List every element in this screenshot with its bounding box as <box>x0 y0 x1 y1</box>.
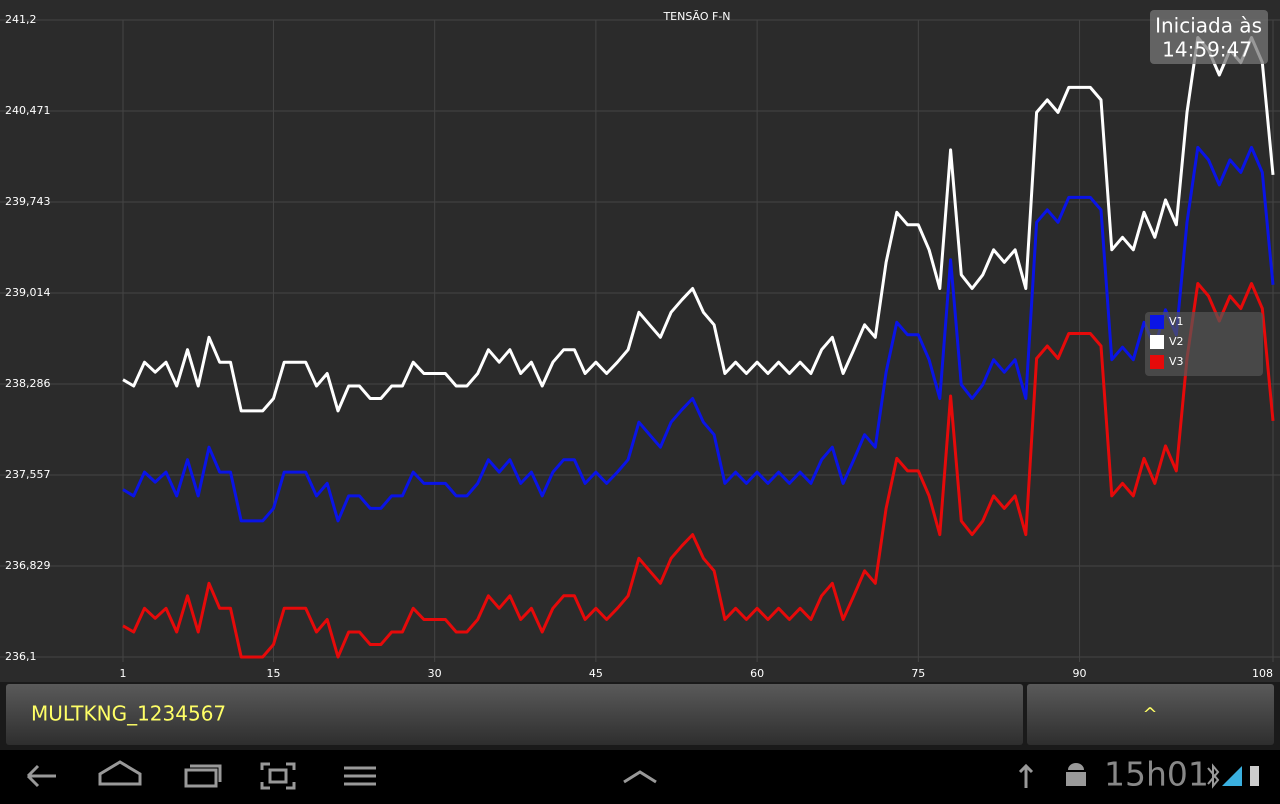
legend-label: V2 <box>1169 335 1184 348</box>
x-tick-label: 60 <box>750 667 764 680</box>
legend-swatch <box>1150 355 1164 369</box>
android-icon <box>1066 763 1086 786</box>
x-tick-label: 1 <box>120 667 127 680</box>
x-tick-label: 108 <box>1252 667 1273 680</box>
nav-icons <box>26 760 1034 790</box>
series-line <box>122 282 1275 659</box>
y-tick-label: 236,829 <box>5 559 51 572</box>
x-tick-label: 45 <box>589 667 603 680</box>
overlay-text: 14:59:47 <box>1162 38 1252 62</box>
system-bar <box>0 752 1280 800</box>
battery-icon <box>1250 766 1259 786</box>
legend-label: V3 <box>1169 355 1184 368</box>
x-tick-label: 15 <box>266 667 280 680</box>
menu-button[interactable] <box>344 766 376 786</box>
legend: V1 V2 V3 <box>1145 312 1263 376</box>
overlay-box <box>1150 10 1268 64</box>
screenshot-button[interactable] <box>260 762 296 790</box>
x-tick-label: 75 <box>911 667 925 680</box>
clock: 15h01 <box>1104 755 1209 794</box>
y-tick-label: 241,2 <box>5 13 37 26</box>
usb-icon <box>1018 763 1034 788</box>
signal-icon <box>1222 766 1242 786</box>
device-label: MULTKNG_1234567 <box>31 702 226 726</box>
plot: 236,1 236,829 237,557 238,286 239,014 239,743… <box>0 13 1280 680</box>
recent-button[interactable] <box>184 764 222 788</box>
device-button[interactable] <box>6 684 1023 745</box>
series-line <box>122 145 1275 523</box>
legend-swatch <box>1150 335 1164 349</box>
y-tick-label: 238,286 <box>5 377 51 390</box>
y-tick-label: 236,1 <box>5 650 37 663</box>
legend-label: V1 <box>1169 315 1184 328</box>
up-button[interactable] <box>623 770 657 784</box>
overlay-text: Iniciada às <box>1155 14 1262 38</box>
toggle-button[interactable] <box>1027 684 1274 745</box>
bluetooth-icon <box>1207 763 1220 789</box>
toggle-label: ^ <box>1142 704 1157 725</box>
x-tick-label: 30 <box>428 667 442 680</box>
y-tick-label: 239,014 <box>5 286 51 299</box>
legend-box <box>1145 312 1263 376</box>
back-button[interactable] <box>26 764 56 788</box>
series-line <box>122 36 1275 413</box>
y-tick-label: 237,557 <box>5 468 51 481</box>
x-tick-label: 90 <box>1073 667 1087 680</box>
chart-background <box>0 0 1280 682</box>
home-button[interactable] <box>98 760 142 786</box>
chart-title: TENSÃO F-N <box>662 10 730 23</box>
y-tick-label: 239,743 <box>5 195 51 208</box>
y-tick-label: 240,471 <box>5 104 51 117</box>
legend-swatch <box>1150 315 1164 329</box>
